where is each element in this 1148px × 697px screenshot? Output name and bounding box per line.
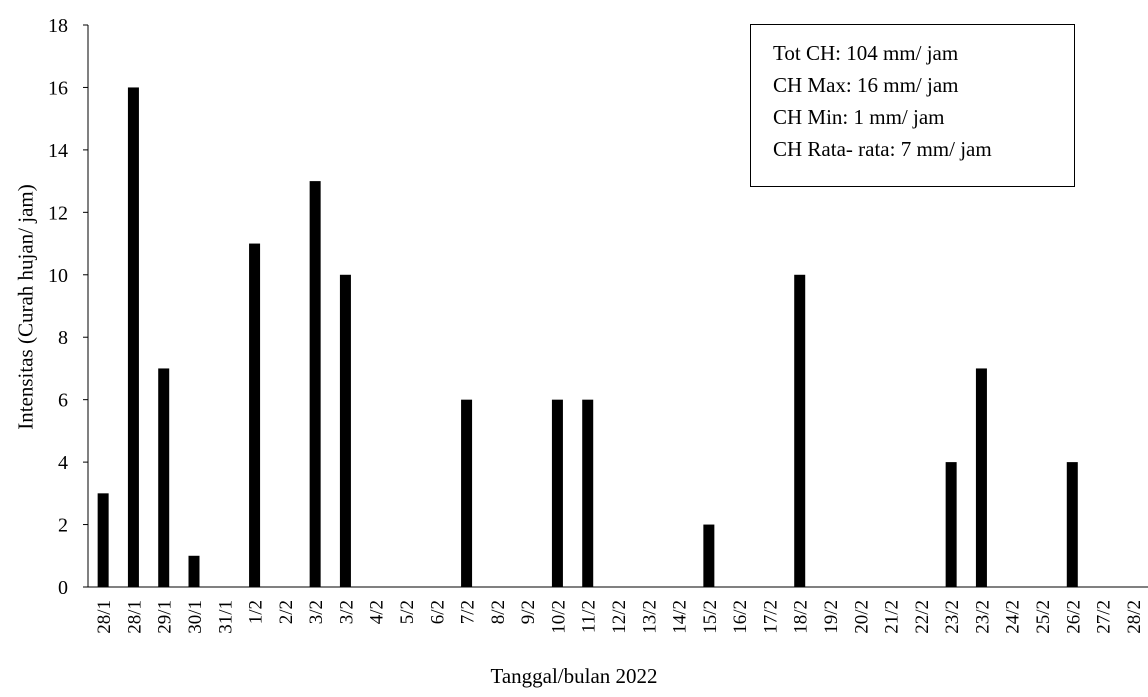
bars-group — [97, 87, 1078, 588]
x-tick-label: 15/2 — [700, 600, 721, 634]
annotation-max: CH Max: 16 mm/ jam — [773, 73, 959, 97]
x-tick-label: 23/2 — [972, 600, 993, 634]
x-tick-label: 20/2 — [851, 600, 872, 634]
x-tick-label: 22/2 — [912, 600, 933, 634]
bar — [97, 493, 109, 587]
x-tick-label: 9/2 — [518, 600, 539, 624]
y-tick-label: 4 — [58, 452, 68, 474]
x-tick-label: 31/1 — [215, 600, 236, 634]
x-tick-label: 25/2 — [1033, 600, 1054, 634]
bar — [249, 243, 261, 588]
x-tick-label: 30/1 — [185, 600, 206, 634]
x-tick-label: 4/2 — [367, 600, 388, 624]
x-tick-label: 11/2 — [579, 600, 600, 633]
y-tick-label: 0 — [58, 577, 68, 599]
x-tick-label: 2/2 — [276, 600, 297, 624]
x-tick-label: 3/2 — [336, 600, 357, 624]
bar — [1066, 462, 1078, 587]
y-axis-label: Intensitas (Curah hujan/ jam) — [13, 184, 38, 430]
x-tick-label: 5/2 — [397, 600, 418, 624]
bar — [945, 462, 957, 587]
y-tick-label: 10 — [48, 265, 68, 287]
y-tick-label: 18 — [48, 15, 68, 37]
y-tick-label: 16 — [48, 77, 68, 99]
x-tick-label: 19/2 — [821, 600, 842, 634]
x-tick-label: 18/2 — [791, 600, 812, 634]
x-tick-label: 17/2 — [760, 600, 781, 634]
bar — [582, 399, 594, 587]
y-tick-label: 6 — [58, 390, 68, 412]
bar — [794, 274, 806, 587]
y-tick-label: 14 — [48, 140, 68, 162]
x-tick-label: 23/2 — [942, 600, 963, 634]
x-tick-labels: 28/1 28/1 29/1 30/1 31/1 1/2 2/2 3/2 3/2 4/2 5/2 6/… — [94, 600, 1145, 634]
x-tick-label: 26/2 — [1063, 600, 1084, 634]
annotation-total: Tot CH: 104 mm/ jam — [773, 41, 959, 65]
x-tick-label: 12/2 — [609, 600, 630, 634]
x-tick-label: 8/2 — [488, 600, 509, 624]
bar — [975, 368, 987, 587]
bar — [339, 274, 351, 587]
x-tick-label: 10/2 — [548, 600, 569, 634]
bar — [703, 524, 715, 587]
x-tick-label: 29/1 — [155, 600, 176, 634]
x-tick-label: 16/2 — [730, 600, 751, 634]
summary-annotation-box: Tot CH: 104 mm/ jam CH Max: 16 mm/ jam C… — [750, 24, 1075, 187]
x-tick-label: 13/2 — [639, 600, 660, 634]
x-tick-label: 1/2 — [246, 600, 267, 624]
bar — [551, 399, 563, 587]
x-tick-label: 7/2 — [458, 600, 479, 624]
x-tick-label: 27/2 — [1094, 600, 1115, 634]
x-tick-label: 24/2 — [1003, 600, 1024, 634]
annotation-average: CH Rata- rata: 7 mm/ jam — [773, 137, 992, 161]
bar — [188, 555, 200, 587]
x-tick-label: 28/1 — [124, 600, 145, 634]
annotation-min: CH Min: 1 mm/ jam — [773, 105, 945, 129]
x-tick-label: 28/1 — [94, 600, 115, 634]
bar — [461, 399, 473, 587]
x-tick-label: 28/2 — [1124, 600, 1145, 634]
y-tick-label: 12 — [48, 202, 68, 224]
bar — [127, 87, 139, 587]
x-axis-label: Tanggal/bulan 2022 — [490, 664, 658, 688]
x-tick-label: 3/2 — [306, 600, 327, 624]
x-tick-label: 6/2 — [427, 600, 448, 624]
bar — [309, 181, 321, 587]
x-tick-label: 21/2 — [882, 600, 903, 634]
y-tick-label: 8 — [58, 327, 68, 349]
y-tick-label: 2 — [58, 515, 68, 537]
x-tick-label: 14/2 — [670, 600, 691, 634]
y-tick-labels: 0 2 4 6 8 10 12 14 16 18 — [48, 15, 88, 599]
bar — [158, 368, 170, 587]
